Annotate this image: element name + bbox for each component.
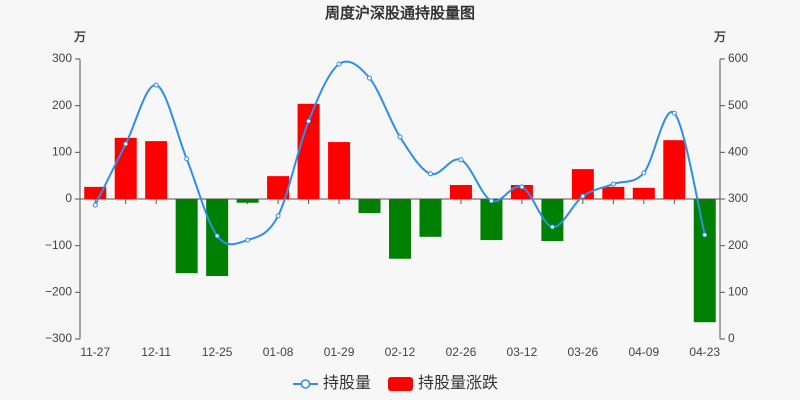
y-tick-label: 100 bbox=[52, 145, 72, 159]
x-tick-label: 12-25 bbox=[202, 345, 233, 359]
bar bbox=[449, 185, 472, 199]
legend-point bbox=[300, 379, 311, 389]
line-point bbox=[367, 75, 373, 81]
bar bbox=[571, 169, 594, 199]
y-tick-label: 200 bbox=[52, 98, 72, 112]
x-tick-label: 01-08 bbox=[263, 345, 294, 359]
y2-tick-label: 500 bbox=[728, 98, 748, 112]
line-point bbox=[153, 82, 159, 88]
line-point bbox=[306, 118, 312, 124]
x-tick-label: 03-26 bbox=[568, 345, 599, 359]
bar bbox=[480, 199, 503, 241]
bar bbox=[541, 199, 564, 241]
line-point bbox=[427, 171, 433, 177]
x-tick-label: 01-29 bbox=[324, 345, 355, 359]
x-tick-label: 04-23 bbox=[689, 345, 720, 359]
bar bbox=[602, 186, 625, 199]
y2-tick-label: 0 bbox=[728, 331, 735, 345]
line-point bbox=[92, 202, 98, 208]
bar bbox=[510, 185, 533, 199]
y2-unit: 万 bbox=[713, 30, 726, 44]
line-point bbox=[610, 181, 616, 187]
y2-tick-label: 400 bbox=[728, 145, 748, 159]
bar bbox=[419, 199, 442, 237]
y-tick-label: −100 bbox=[45, 238, 72, 252]
y2-tick-label: 200 bbox=[728, 238, 748, 252]
line-point bbox=[549, 224, 555, 230]
bar bbox=[632, 187, 655, 199]
legend-label: 持股量 bbox=[323, 374, 371, 392]
x-tick-label: 12-11 bbox=[141, 345, 171, 359]
y-tick-label: 300 bbox=[52, 51, 72, 65]
line-point bbox=[123, 141, 129, 147]
y-tick-label: −300 bbox=[45, 331, 72, 345]
bar bbox=[175, 199, 198, 274]
y-tick-label: −200 bbox=[45, 285, 72, 299]
x-tick-label: 11-27 bbox=[80, 345, 110, 359]
line-point bbox=[702, 232, 708, 238]
bar bbox=[693, 199, 716, 323]
line-point bbox=[184, 156, 190, 162]
line-point bbox=[214, 233, 220, 239]
line-point bbox=[641, 170, 647, 176]
line-point bbox=[336, 61, 342, 67]
bar bbox=[389, 199, 411, 259]
y-unit: 万 bbox=[73, 30, 86, 44]
bar bbox=[267, 176, 290, 199]
line-point bbox=[519, 184, 525, 190]
x-tick-label: 04-09 bbox=[628, 345, 659, 359]
y2-tick-label: 300 bbox=[728, 191, 748, 205]
bar bbox=[236, 199, 259, 203]
x-tick-label: 02-26 bbox=[446, 345, 477, 359]
y-tick-label: 0 bbox=[65, 191, 72, 205]
line-point bbox=[245, 237, 251, 243]
line-point bbox=[458, 157, 464, 163]
bar bbox=[328, 142, 351, 199]
legend-label: 持股量涨跌 bbox=[418, 374, 498, 392]
line-point bbox=[671, 110, 677, 116]
bar bbox=[663, 140, 686, 199]
bar bbox=[145, 141, 168, 199]
chart-title: 周度沪深股通持股量图 bbox=[325, 4, 475, 22]
line-point bbox=[488, 198, 494, 204]
x-tick-label: 03-12 bbox=[507, 345, 538, 359]
bar bbox=[114, 137, 137, 199]
y2-tick-label: 100 bbox=[728, 285, 748, 299]
line-point bbox=[275, 213, 281, 219]
bar bbox=[297, 103, 320, 199]
line-point bbox=[580, 193, 586, 199]
legend-swatch bbox=[388, 377, 413, 391]
x-tick-label: 02-12 bbox=[385, 345, 416, 359]
line-point bbox=[397, 134, 403, 140]
y2-tick-label: 600 bbox=[728, 51, 748, 65]
bar bbox=[358, 199, 381, 213]
